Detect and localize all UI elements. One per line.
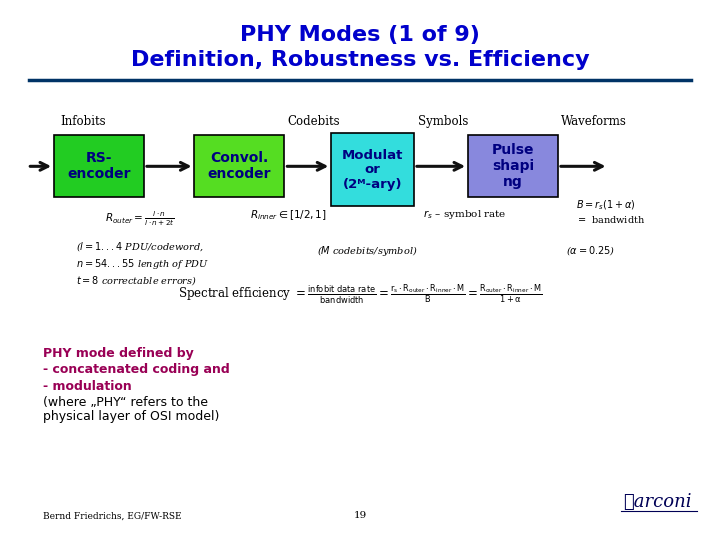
Text: PHY Modes (1 of 9): PHY Modes (1 of 9) [240, 25, 480, 45]
Text: ($\alpha = 0.25$): ($\alpha = 0.25$) [566, 244, 615, 257]
Text: (where „PHY“ refers to the: (where „PHY“ refers to the [43, 396, 208, 409]
FancyBboxPatch shape [331, 133, 414, 206]
Text: Infobits: Infobits [60, 115, 106, 128]
Text: Pulse
shapi
ng: Pulse shapi ng [492, 144, 534, 188]
Text: - concatenated coding and: - concatenated coding and [43, 363, 230, 376]
Text: ($l = 1...4$ PDU/codeword,
$n = 54...55$ length of PDU
$t = 8$ correctable error: ($l = 1...4$ PDU/codeword, $n = 54...55$… [76, 240, 209, 287]
Text: Spectral efficiency $= \frac{\rm infobit\ data\ rate}{\rm bandwidth}= \frac{r_s : Spectral efficiency $= \frac{\rm infobit… [178, 282, 542, 306]
Text: Codebits: Codebits [287, 115, 340, 128]
Text: PHY mode defined by: PHY mode defined by [43, 347, 194, 360]
Text: Bernd Friedrichs, EG/FW-RSE: Bernd Friedrichs, EG/FW-RSE [43, 511, 182, 520]
Text: ($M$ codebits/symbol): ($M$ codebits/symbol) [317, 244, 418, 258]
Text: 19: 19 [354, 511, 366, 520]
Text: Waveforms: Waveforms [561, 115, 627, 128]
Text: Modulat
or
(2ᴹ-ary): Modulat or (2ᴹ-ary) [342, 149, 403, 191]
FancyBboxPatch shape [54, 135, 144, 197]
FancyBboxPatch shape [194, 135, 284, 197]
Text: physical layer of OSI model): physical layer of OSI model) [43, 410, 220, 423]
Text: $R_{inner} \in [1/2, 1]$: $R_{inner} \in [1/2, 1]$ [250, 208, 326, 222]
Text: Definition, Robustness vs. Efficiency: Definition, Robustness vs. Efficiency [131, 50, 589, 71]
Text: ℳarconi: ℳarconi [623, 493, 691, 511]
Text: RS-
encoder: RS- encoder [67, 151, 131, 181]
Text: $R_{outer} = \frac{l \cdot n}{l \cdot n + 2t}$: $R_{outer} = \frac{l \cdot n}{l \cdot n … [105, 210, 176, 228]
Text: - modulation: - modulation [43, 380, 132, 393]
Text: Symbols: Symbols [418, 115, 468, 128]
FancyBboxPatch shape [468, 135, 558, 197]
Text: $r_s$ – symbol rate: $r_s$ – symbol rate [423, 208, 507, 221]
Text: Convol.
encoder: Convol. encoder [207, 151, 271, 181]
Text: $B = r_s(1+\alpha)$
$=$ bandwidth: $B = r_s(1+\alpha)$ $=$ bandwidth [576, 199, 645, 225]
